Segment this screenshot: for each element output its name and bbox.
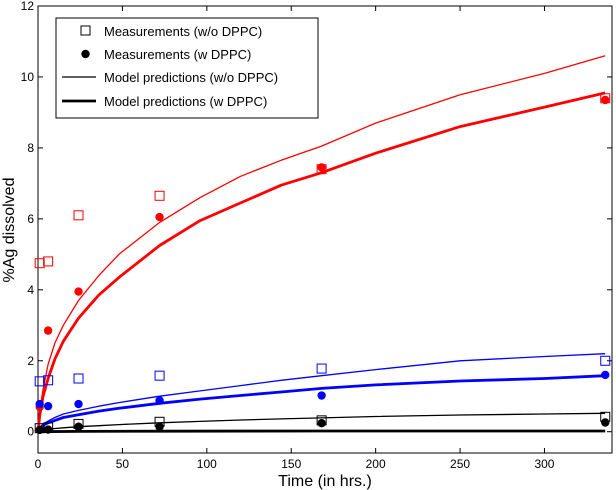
data-point-square <box>43 375 54 386</box>
legend-box <box>55 17 319 119</box>
x-tick-label: 150 <box>281 457 301 471</box>
x-tick-label: 50 <box>116 457 130 471</box>
y-tick-label: 12 <box>21 0 35 13</box>
x-tick-label: 200 <box>366 457 386 471</box>
data-point-circle <box>601 95 610 105</box>
legend-label-model-w-dppc: Model predictions (w DPPC) <box>104 94 267 109</box>
data-point-circle <box>74 422 83 431</box>
axis-ticks: 0 50 100 150 200 250 300 0 2 4 6 8 10 12 <box>21 0 612 471</box>
data-point-square <box>34 258 45 269</box>
data-point-square <box>154 370 165 381</box>
data-point-circle <box>43 401 53 411</box>
x-tick-label: 0 <box>35 457 42 471</box>
y-tick-label: 8 <box>27 141 34 155</box>
y-tick-label: 6 <box>27 212 34 226</box>
data-point-square <box>316 363 327 374</box>
data-point-square <box>154 190 165 201</box>
series-layer <box>34 55 611 435</box>
legend: Measurements (w/o DPPC) Measurements (w … <box>55 17 319 119</box>
data-point-square <box>600 355 611 366</box>
data-point-square <box>43 256 54 267</box>
data-point-circle <box>155 396 164 405</box>
x-tick-label: 300 <box>534 457 554 471</box>
x-tick-label: 250 <box>450 457 470 471</box>
legend-label-model-wo-dppc: Model predictions (w/o DPPC) <box>104 70 278 85</box>
data-point-circle <box>601 370 610 380</box>
data-point-circle <box>317 419 326 428</box>
legend-marker-filled-circle <box>81 49 90 59</box>
data-point-circle <box>35 399 44 409</box>
y-tick-label: 4 <box>27 283 34 297</box>
data-point-circle <box>35 425 44 435</box>
y-tick-label: 0 <box>27 425 34 439</box>
y-axis-label: %Ag dissolved <box>1 178 18 283</box>
data-point-circle <box>74 399 83 409</box>
legend-marker-open-square <box>80 25 91 36</box>
data-point-circle <box>155 422 164 431</box>
series-line <box>37 353 606 432</box>
x-axis-label: Time (in hrs.) <box>278 473 372 490</box>
data-point-square <box>34 376 45 387</box>
data-point-circle <box>601 418 610 427</box>
plot-frame <box>37 5 613 454</box>
data-point-circle <box>155 212 164 222</box>
data-point-square <box>73 210 84 221</box>
series-line <box>36 91 606 432</box>
legend-label-measurements-w-dppc: Measurements (w DPPC) <box>104 47 251 62</box>
legend-label-measurements-wo-dppc: Measurements (w/o DPPC) <box>104 24 262 39</box>
data-point-circle <box>317 163 326 172</box>
data-point-circle <box>317 391 326 400</box>
data-point-circle <box>43 425 53 434</box>
data-point-circle <box>43 326 53 335</box>
series-line <box>37 55 606 432</box>
data-point-square <box>73 373 84 384</box>
data-point-circle <box>74 287 83 296</box>
series-line <box>37 429 606 434</box>
y-tick-label: 2 <box>27 354 34 368</box>
x-tick-label: 100 <box>197 457 217 471</box>
y-tick-label: 10 <box>21 70 35 84</box>
